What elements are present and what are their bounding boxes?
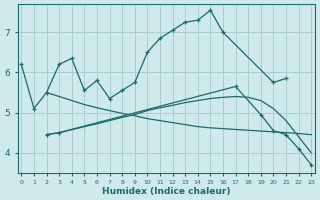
X-axis label: Humidex (Indice chaleur): Humidex (Indice chaleur)	[102, 187, 230, 196]
